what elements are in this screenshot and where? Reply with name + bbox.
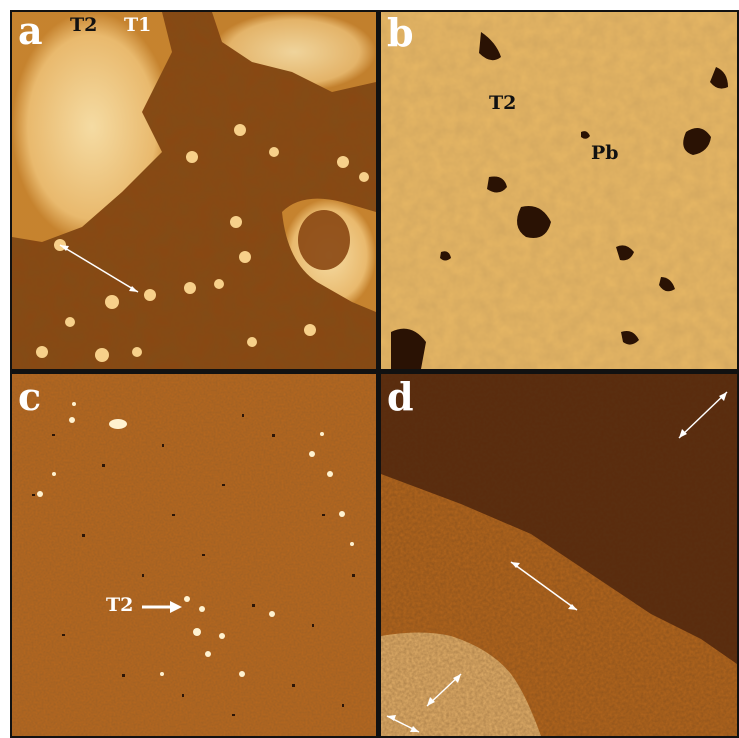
panel-a-adatoms [36, 124, 369, 362]
panel-b-label-t2: T2 [489, 92, 517, 114]
panel-c-letter: c [18, 374, 42, 419]
panel-a-image [12, 12, 376, 369]
panel-a-label-t1: T1 [124, 14, 152, 36]
panel-d: d [381, 374, 737, 736]
panel-d-letter: d [387, 374, 414, 419]
panel-a-label-t2: T2 [70, 14, 98, 36]
panel-c-bright-clusters [37, 402, 354, 677]
panel-c-label-t2: T2 [106, 594, 134, 616]
panel-c-dark-specks [32, 414, 355, 716]
panel-b-pits [391, 32, 728, 369]
panel-b: b T2 Pb [381, 12, 737, 369]
panel-b-label-pb: Pb [591, 142, 619, 164]
panel-a: a T2 T1 [12, 12, 376, 369]
figure-grid: a T2 T1 b T2 [10, 10, 739, 738]
panel-d-image [381, 374, 737, 736]
panel-a-letter: a [18, 12, 43, 53]
panel-a-arrow [59, 244, 139, 293]
panel-b-letter: b [387, 12, 414, 55]
panel-c: c T2 [12, 374, 376, 736]
panel-b-image [381, 12, 737, 369]
panel-c-image [12, 374, 376, 736]
